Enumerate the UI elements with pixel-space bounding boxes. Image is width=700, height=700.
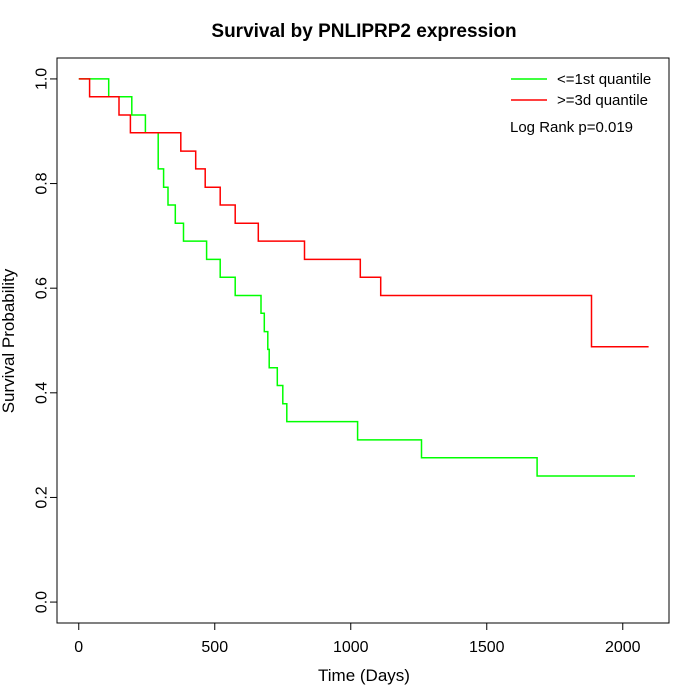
y-axis-label: Survival Probability <box>0 268 18 413</box>
series-line-low <box>78 78 635 477</box>
y-tick-label: 0.2 <box>34 486 51 508</box>
legend-label-high: >=3d quantile <box>557 92 648 109</box>
y-tick-label: 0.8 <box>34 172 51 194</box>
x-tick-label: 1500 <box>469 639 505 656</box>
y-tick-label: 0.4 <box>34 382 51 404</box>
x-axis-label: Time (Days) <box>318 666 410 685</box>
legend-label-low: <=1st quantile <box>557 71 651 88</box>
x-tick-label: 0 <box>74 639 83 656</box>
y-tick-label: 1.0 <box>34 68 51 90</box>
series-line-high <box>78 78 649 348</box>
y-axis: 0.0 0.2 0.4 0.6 0.8 1.0 <box>34 68 58 613</box>
x-tick-label: 1000 <box>333 639 369 656</box>
chart-title: Survival by PNLIPRP2 expression <box>211 21 516 42</box>
y-tick-label: 0.0 <box>34 591 51 613</box>
series-group <box>78 78 649 477</box>
x-tick-label: 2000 <box>605 639 641 656</box>
log-rank-annotation: Log Rank p=0.019 <box>510 119 633 136</box>
legend: <=1st quantile >=3d quantile Log Rank p=… <box>510 71 651 136</box>
x-tick-label: 500 <box>201 639 228 656</box>
x-axis: 0 500 1000 1500 2000 <box>74 622 641 656</box>
plot-frame <box>56 57 670 624</box>
y-tick-label: 0.6 <box>34 277 51 299</box>
